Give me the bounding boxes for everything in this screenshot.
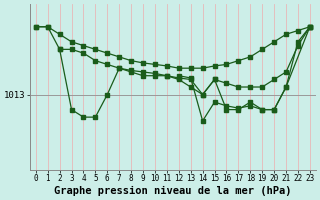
X-axis label: Graphe pression niveau de la mer (hPa): Graphe pression niveau de la mer (hPa) <box>54 186 292 196</box>
